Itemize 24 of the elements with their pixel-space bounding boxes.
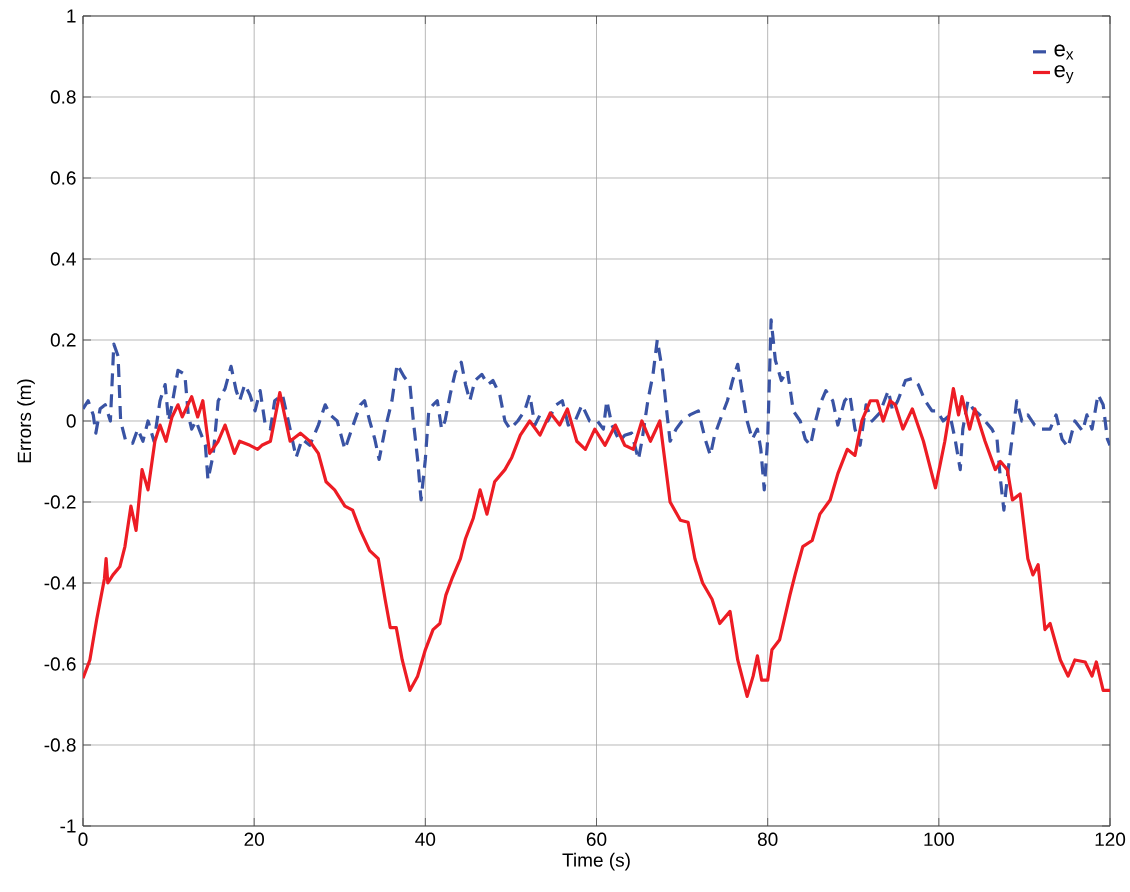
x-tick-label: 40 [415,832,436,846]
x-tick-label: 100 [924,832,954,846]
y-tick-label: -0.8 [44,738,76,752]
legend-label: e$_{x}$ [1054,44,1074,60]
x-tick-label: 80 [757,832,778,846]
y-tick-label: 0.6 [50,171,76,185]
y-tick-label: -0.4 [44,576,76,590]
y-tick-label: -0.6 [44,657,76,671]
x-tick-label: 20 [244,832,264,846]
line-series [83,386,1111,698]
y-tick-label: 0.8 [50,90,76,104]
x-axis-title: Time (s) [562,852,630,871]
y-tick-label: -0.2 [44,495,76,509]
x-tick-label: 0 [78,832,88,846]
y-tick-label: 0 [66,414,76,428]
y-tick-label: -1 [60,819,76,833]
line-series [83,318,1111,512]
y-tick-label: 1 [67,9,76,23]
legend-label: e$_{y}$ [1054,65,1074,84]
y-tick-label: 0.2 [50,333,76,347]
x-tick-label: 120 [1095,832,1126,846]
y-axis-title: Errors (m) [17,379,35,463]
y-tick-label: 0.4 [50,252,76,266]
x-tick-label: 60 [586,832,607,846]
